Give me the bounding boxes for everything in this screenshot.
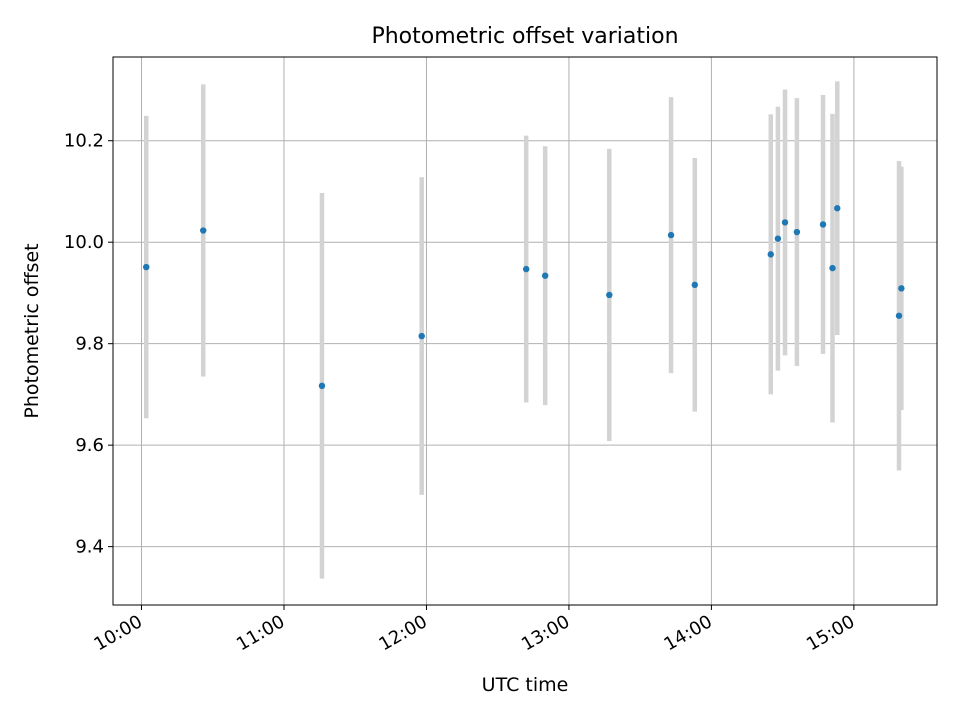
data-point [895,312,903,319]
data-points [143,205,905,389]
data-point [318,382,326,389]
data-point [819,221,827,228]
data-point [774,235,782,242]
data-point [767,251,774,258]
data-point [606,291,613,299]
x-axis-label: UTC time [482,674,569,696]
data-point [522,265,530,273]
data-point [834,205,841,212]
y-tick-label: 10.2 [64,131,104,152]
data-point [143,263,150,271]
y-axis-label: Photometric offset [21,243,43,418]
y-tick-label: 9.6 [75,435,104,456]
data-point [667,231,675,239]
chart-title: Photometric offset variation [371,24,678,49]
plot-frame [112,56,938,606]
data-point [691,281,698,289]
data-point [898,285,905,292]
data-point [200,227,207,234]
y-tick-label: 9.4 [75,537,104,558]
y-tick-label: 9.8 [75,334,104,355]
data-point [541,272,549,279]
data-point [781,219,789,226]
data-point [793,228,801,236]
y-tick-label: 10.0 [64,232,104,253]
data-point [418,332,425,340]
data-point [829,264,836,272]
